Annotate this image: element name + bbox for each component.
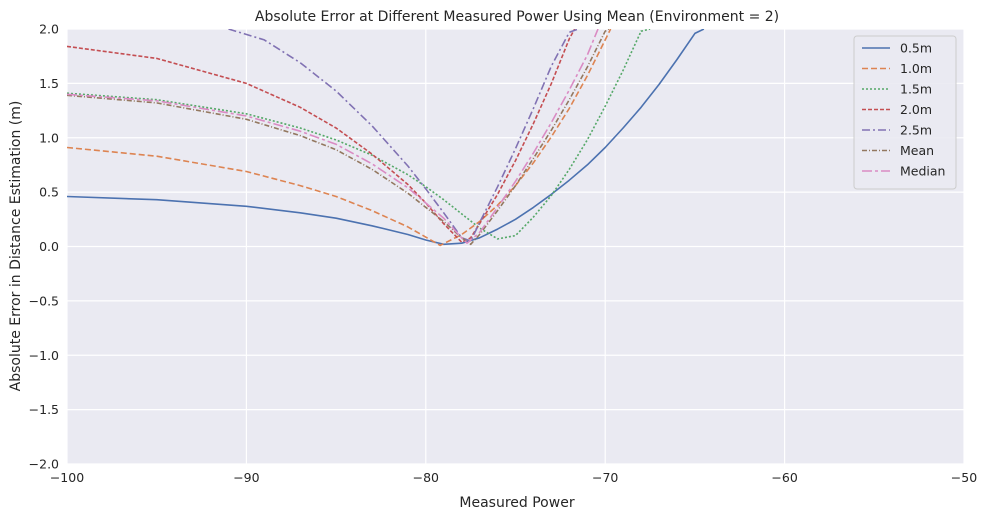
series-line-1.0m [67,29,612,247]
grid [66,28,965,465]
chart-title: Absolute Error at Different Measured Pow… [255,9,779,25]
y-tick-label: 0.0 [39,239,59,254]
legend: 0.5m 1.0m 1.5m 2.0m 2.5m Mean Median [853,35,957,190]
series-line-2.0m [67,29,576,243]
y-tick-label: −1.5 [29,402,59,417]
series-line-2.5m [228,29,579,242]
legend-label: 2.5m [900,123,932,138]
legend-label: 1.0m [900,61,932,76]
y-tick-label: 1.5 [39,76,59,91]
y-tick-label: 2.0 [39,22,59,37]
x-tick-label: −90 [233,470,259,485]
x-axis-ticks: −100 −90 −80 −70 −60 −50 [50,470,977,485]
series-line-1.5m [67,29,651,240]
x-tick-label: −50 [951,470,977,485]
x-tick-label: −70 [592,470,618,485]
legend-label: 2.0m [900,102,932,117]
x-tick-label: −80 [413,470,439,485]
y-axis-label: Absolute Error in Distance Estimation (m… [8,101,24,392]
x-axis-label: Measured Power [459,495,574,511]
y-axis-ticks: −2.0 −1.5 −1.0 −0.5 0.0 0.5 1.0 1.5 2.0 [29,22,59,472]
legend-label: Mean [900,143,934,158]
y-tick-label: −0.5 [29,293,59,308]
x-tick-label: −60 [771,470,797,485]
y-tick-label: −2.0 [29,457,59,472]
legend-label: 1.5m [900,82,932,97]
series-line-median [67,29,599,244]
legend-label: 0.5m [900,41,932,56]
series-layer [67,29,705,247]
y-tick-label: −1.0 [29,348,59,363]
series-line-mean [67,29,610,246]
y-tick-label: 1.0 [39,130,59,145]
y-tick-label: 0.5 [39,185,59,200]
legend-label: Median [900,164,945,179]
x-tick-label: −100 [50,470,84,485]
series-line-0.5m [67,29,705,246]
